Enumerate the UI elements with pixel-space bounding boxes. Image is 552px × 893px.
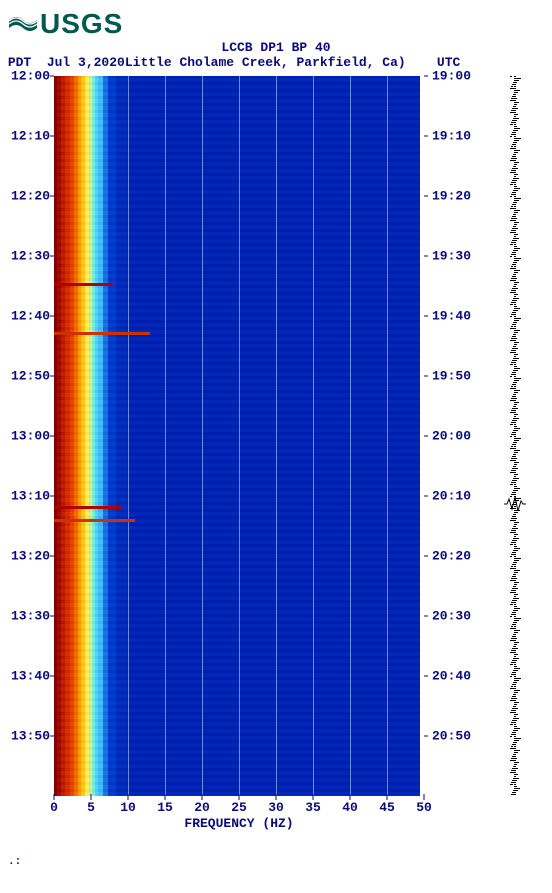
xtick: 20 — [194, 800, 210, 815]
ytick-right: 19:20 — [432, 189, 476, 204]
ytick-right: 20:10 — [432, 488, 476, 503]
ytick-left: 12:10 — [10, 128, 50, 143]
seismogram-trace — [500, 76, 530, 796]
ytick-left: 13:40 — [10, 668, 50, 683]
ytick-right: 19:00 — [432, 69, 476, 84]
ytick-right: 20:00 — [432, 429, 476, 444]
xtick: 25 — [231, 800, 247, 815]
date: Jul 3,2020 — [47, 55, 125, 70]
xtick: 5 — [87, 800, 95, 815]
spectrogram-plot — [54, 76, 424, 796]
ytick-right: 19:10 — [432, 128, 476, 143]
seismo-noise — [510, 76, 520, 796]
xtick: 35 — [305, 800, 321, 815]
ytick-left: 13:00 — [10, 429, 50, 444]
location: Little Cholame Creek, Parkfield, Ca) — [125, 55, 406, 70]
footer-mark: .: — [8, 856, 21, 868]
ytick-left: 12:50 — [10, 369, 50, 384]
ytick-right: 20:40 — [432, 668, 476, 683]
plot-title: LCCB DP1 BP 40 — [0, 40, 552, 55]
xtick: 10 — [120, 800, 136, 815]
x-axis: 05101520253035404550 FREQUENCY (HZ) — [54, 796, 424, 836]
ytick-left: 12:20 — [10, 189, 50, 204]
ytick-left: 12:00 — [10, 69, 50, 84]
logo-text: USGS — [40, 8, 123, 40]
xtick: 15 — [157, 800, 173, 815]
ytick-left: 13:50 — [10, 729, 50, 744]
ytick-left: 13:30 — [10, 609, 50, 624]
ytick-left: 13:10 — [10, 488, 50, 503]
xtick: 0 — [50, 800, 58, 815]
usgs-logo: USGS — [8, 8, 552, 40]
ytick-left: 12:40 — [10, 308, 50, 323]
ytick-right: 19:50 — [432, 369, 476, 384]
ytick-left: 12:30 — [10, 249, 50, 264]
ytick-right: 19:30 — [432, 249, 476, 264]
ytick-right: 19:40 — [432, 308, 476, 323]
ytick-right: 20:20 — [432, 549, 476, 564]
plot-container: 12:0012:1012:2012:3012:4012:5013:0013:10… — [0, 76, 552, 876]
xtick: 45 — [379, 800, 395, 815]
xtick: 50 — [416, 800, 432, 815]
xtick: 40 — [342, 800, 358, 815]
ytick-left: 13:20 — [10, 549, 50, 564]
xtick: 30 — [268, 800, 284, 815]
seismo-spike-icon — [504, 497, 526, 511]
x-axis-label: FREQUENCY (HZ) — [54, 816, 424, 831]
ytick-right: 20:30 — [432, 609, 476, 624]
wave-icon — [8, 11, 38, 37]
ytick-right: 20:50 — [432, 729, 476, 744]
